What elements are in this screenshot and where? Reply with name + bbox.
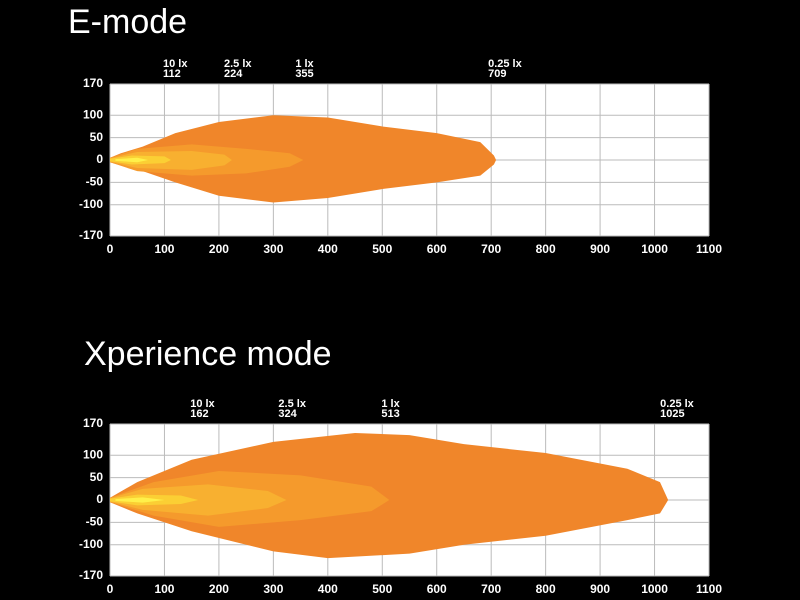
- x-tick-label: 800: [536, 582, 556, 596]
- x-tick-label: 500: [372, 582, 392, 596]
- y-tick-label: -100: [79, 197, 103, 211]
- y-tick-label: 0: [96, 492, 103, 506]
- x-tick-label: 1100: [696, 242, 722, 256]
- x-tick-label: 200: [209, 582, 229, 596]
- x-tick-label: 400: [318, 242, 338, 256]
- annotation-value: 224: [224, 68, 243, 80]
- x-tick-label: 1000: [641, 242, 668, 256]
- y-tick-label: -170: [79, 568, 103, 582]
- annotation-label: 0.25 lx: [488, 58, 523, 70]
- isolux-area: [110, 115, 497, 203]
- y-tick-label: 0: [96, 152, 103, 166]
- x-tick-label: 300: [263, 242, 283, 256]
- y-tick-label: -50: [86, 515, 104, 529]
- isolux-area: [110, 432, 669, 559]
- x-tick-label: 600: [427, 242, 447, 256]
- annotation-value: 355: [295, 68, 313, 80]
- x-tick-label: 300: [263, 582, 283, 596]
- annotation-value: 1025: [660, 408, 684, 420]
- y-tick-label: -50: [86, 175, 104, 189]
- y-tick-label: 100: [83, 107, 103, 121]
- annotation-label: 0.25 lx: [660, 398, 695, 410]
- y-tick-label: 50: [90, 470, 104, 484]
- y-tick-label: -170: [79, 228, 103, 242]
- y-tick-label: 170: [83, 416, 103, 430]
- x-tick-label: 1000: [641, 582, 668, 596]
- x-tick-label: 0: [107, 582, 114, 596]
- x-tick-label: 1100: [696, 582, 722, 596]
- isolux-area: [115, 497, 165, 503]
- x-tick-label: 800: [536, 242, 556, 256]
- x-tick-label: 900: [590, 582, 610, 596]
- x-tick-label: 600: [427, 582, 447, 596]
- x-tick-label: 200: [209, 242, 229, 256]
- annotation-label: 10 lx: [163, 58, 188, 70]
- y-tick-label: -100: [79, 537, 103, 551]
- y-tick-label: 100: [83, 447, 103, 461]
- annotation-label: 1 lx: [295, 58, 314, 70]
- x-tick-label: 400: [318, 582, 338, 596]
- x-tick-label: 100: [154, 242, 174, 256]
- y-tick-label: 170: [83, 76, 103, 90]
- annotation-label: 1 lx: [381, 398, 400, 410]
- x-tick-label: 700: [481, 582, 501, 596]
- annotation-value: 709: [488, 68, 506, 80]
- x-tick-label: 500: [372, 242, 392, 256]
- annotation-value: 513: [381, 408, 399, 420]
- annotation-label: 2.5 lx: [278, 398, 306, 410]
- x-tick-label: 0: [107, 242, 114, 256]
- chart-title: Xperience mode: [84, 335, 332, 373]
- x-tick-label: 900: [590, 242, 610, 256]
- annotation-value: 112: [163, 68, 181, 80]
- isolux-area: [115, 157, 149, 163]
- annotation-value: 324: [278, 408, 297, 420]
- x-tick-label: 700: [481, 242, 501, 256]
- chart-title: E-mode: [68, 3, 187, 41]
- annotation-value: 162: [190, 408, 208, 420]
- annotation-label: 10 lx: [190, 398, 215, 410]
- y-tick-label: 50: [90, 130, 104, 144]
- isolux-area: [110, 151, 232, 170]
- annotation-label: 2.5 lx: [224, 58, 252, 70]
- x-tick-label: 100: [154, 582, 174, 596]
